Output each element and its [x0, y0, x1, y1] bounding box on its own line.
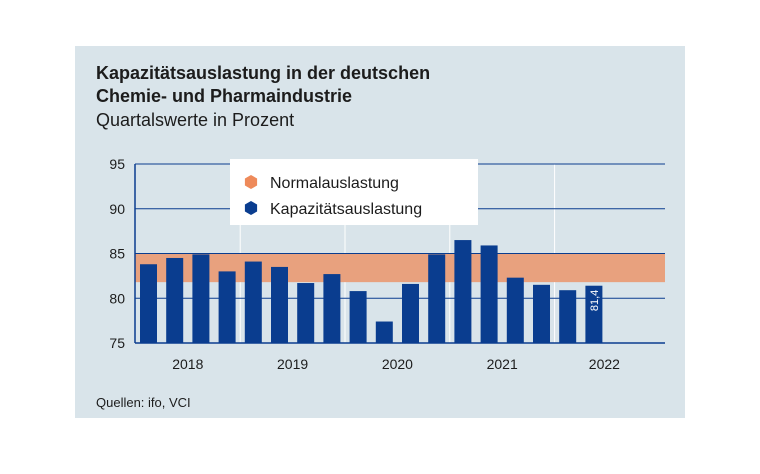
bar	[454, 240, 472, 343]
chart-source: Quellen: ifo, VCI	[96, 395, 191, 410]
chart-title: Kapazitätsauslastung in der deutschen Ch…	[96, 62, 596, 108]
x-year-label: 2021	[487, 356, 518, 372]
bar	[559, 290, 577, 343]
x-year-label: 2019	[277, 356, 308, 372]
bar	[244, 261, 262, 343]
bar	[402, 283, 419, 343]
bar	[585, 285, 603, 343]
x-year-label: 2022	[589, 356, 620, 372]
bar	[218, 271, 236, 343]
legend-box	[230, 159, 478, 225]
bar	[323, 274, 341, 343]
legend-marker-capacity	[244, 201, 258, 215]
bar	[140, 264, 157, 343]
y-tick-label: 95	[109, 156, 125, 172]
bar	[428, 254, 446, 343]
bar	[166, 257, 184, 343]
chart-title-line2: Chemie- und Pharmaindustrie	[96, 86, 353, 106]
y-tick-label: 90	[109, 201, 125, 217]
bar	[349, 291, 367, 343]
bar	[297, 283, 315, 343]
bar	[480, 245, 498, 343]
y-tick-label: 80	[109, 290, 125, 306]
bar	[271, 266, 288, 343]
chart-subtitle: Quartalswerte in Prozent	[96, 110, 295, 130]
chart-title-line1: Kapazitätsauslastung in der deutschen	[96, 63, 431, 83]
bar-value-label: 81,4	[589, 290, 601, 311]
bar	[533, 284, 550, 343]
chart-plot: 75 80 85 90 95 2018 2019 2020 2021 2022 81,4 Normal…	[109, 156, 665, 372]
y-tick-label: 75	[109, 335, 125, 351]
x-year-label: 2018	[172, 356, 203, 372]
normal-band	[135, 253, 665, 283]
legend-label: Kapazitätsauslastung	[270, 201, 422, 218]
x-year-label: 2020	[382, 356, 413, 372]
legend-marker-normal	[244, 175, 258, 189]
bar	[375, 321, 393, 343]
legend-label: Normalauslastung	[270, 175, 399, 192]
bar	[506, 277, 524, 343]
chart-card: Kapazitätsauslastung in der deutschen Ch…	[75, 46, 685, 418]
y-tick-label: 85	[109, 246, 125, 262]
bar	[192, 254, 210, 343]
